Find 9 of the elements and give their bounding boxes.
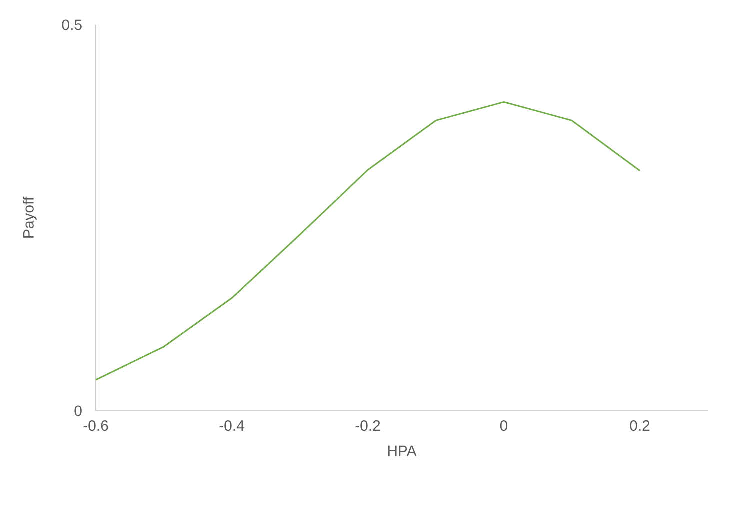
x-tick-label: -0.4 [220, 420, 244, 432]
x-tick-label: -0.6 [84, 420, 108, 432]
y-tick-label: 0.5 [62, 20, 82, 30]
y-axis-title: Payoff [22, 196, 37, 238]
x-axis-title: HPA [388, 446, 417, 456]
x-tick-label: 0.2 [630, 420, 650, 432]
x-tick-label: -0.2 [356, 420, 380, 432]
x-tick-label: 0 [500, 420, 508, 432]
line-series [95, 101, 641, 381]
